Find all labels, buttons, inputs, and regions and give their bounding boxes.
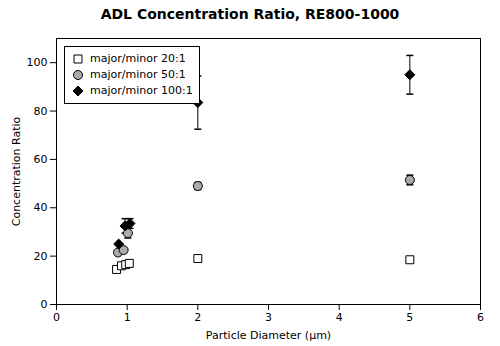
html-text:major/minor 20:1: major/minor 20:1	[90, 52, 186, 65]
svg-text:3: 3	[265, 311, 272, 324]
svg-text:60: 60	[34, 153, 48, 166]
svg-text:0: 0	[41, 298, 48, 311]
html-text:major/minor 50:1: major/minor 50:1	[90, 68, 186, 81]
svg-text:Particle Diameter (μm): Particle Diameter (μm)	[206, 329, 331, 342]
svg-text:20: 20	[34, 250, 48, 263]
html-text:ADL Concentration Ratio, RE800: ADL Concentration Ratio, RE800-1000	[100, 6, 400, 22]
svg-text:1: 1	[124, 311, 131, 324]
html-text:major/minor 100:1: major/minor 100:1	[90, 84, 193, 97]
svg-text:Concentration Ratio: Concentration Ratio	[10, 116, 23, 226]
svg-text:5: 5	[406, 311, 413, 324]
svg-text:0: 0	[53, 311, 60, 324]
svg-text:100: 100	[27, 56, 48, 69]
svg-text:40: 40	[34, 201, 48, 214]
svg-text:6: 6	[477, 311, 484, 324]
svg-text:2: 2	[194, 311, 201, 324]
svg-text:4: 4	[336, 311, 343, 324]
svg-text:80: 80	[34, 105, 48, 118]
